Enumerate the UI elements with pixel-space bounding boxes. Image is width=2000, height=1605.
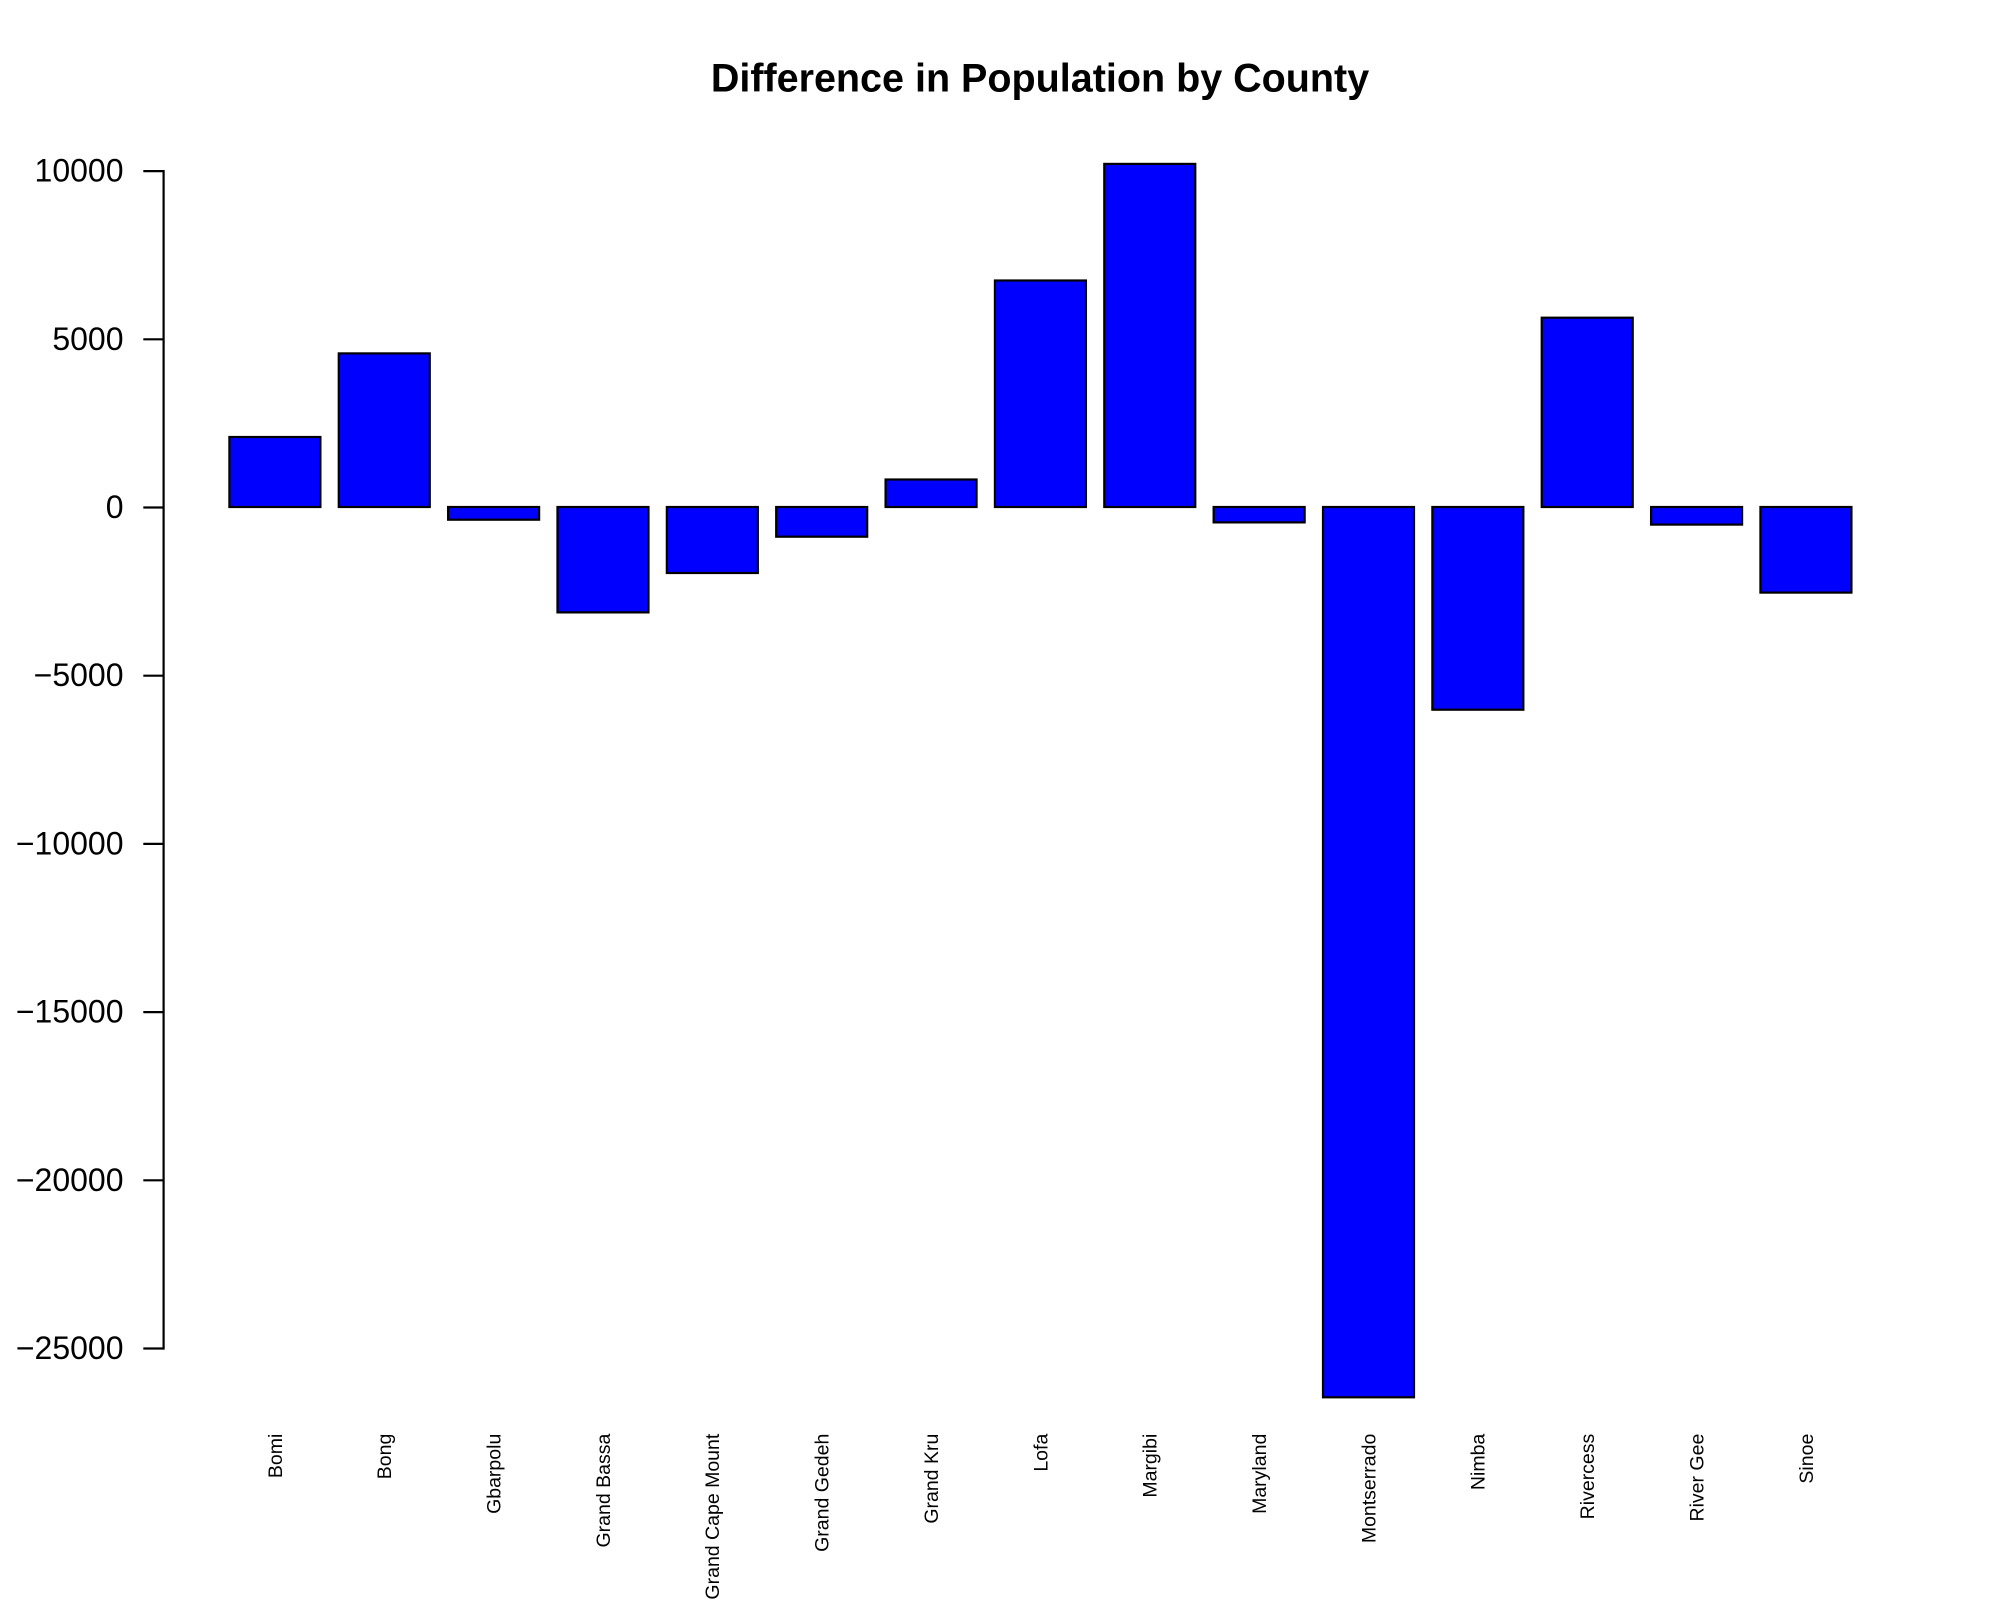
svg-text:River Gee: River Gee	[1686, 1434, 1708, 1522]
svg-text:−5000: −5000	[34, 657, 124, 693]
svg-text:−10000: −10000	[16, 825, 124, 861]
svg-text:10000: 10000	[35, 153, 124, 189]
svg-text:Bong: Bong	[374, 1434, 396, 1480]
svg-text:−25000: −25000	[16, 1330, 124, 1366]
svg-text:Grand Kru: Grand Kru	[921, 1434, 943, 1524]
svg-text:Bomi: Bomi	[265, 1434, 287, 1478]
svg-text:Rivercess: Rivercess	[1577, 1433, 1599, 1519]
svg-text:−15000: −15000	[16, 994, 124, 1030]
svg-text:Maryland: Maryland	[1249, 1434, 1271, 1514]
svg-text:Difference in Population by Co: Difference in Population by County	[711, 57, 1369, 101]
svg-text:Gbarpolu: Gbarpolu	[484, 1434, 506, 1514]
svg-text:−20000: −20000	[16, 1162, 124, 1198]
svg-text:0: 0	[106, 489, 124, 525]
svg-text:5000: 5000	[52, 321, 123, 357]
svg-text:Lofa: Lofa	[1030, 1434, 1052, 1472]
svg-text:Sinoe: Sinoe	[1796, 1434, 1818, 1484]
svg-text:Grand Cape Mount: Grand Cape Mount	[702, 1433, 724, 1599]
svg-text:Nimba: Nimba	[1468, 1434, 1490, 1491]
svg-text:Margibi: Margibi	[1140, 1434, 1162, 1498]
svg-text:Grand Bassa: Grand Bassa	[593, 1434, 615, 1548]
svg-text:Montserrado: Montserrado	[1358, 1434, 1380, 1544]
svg-text:Grand Gedeh: Grand Gedeh	[812, 1434, 834, 1552]
